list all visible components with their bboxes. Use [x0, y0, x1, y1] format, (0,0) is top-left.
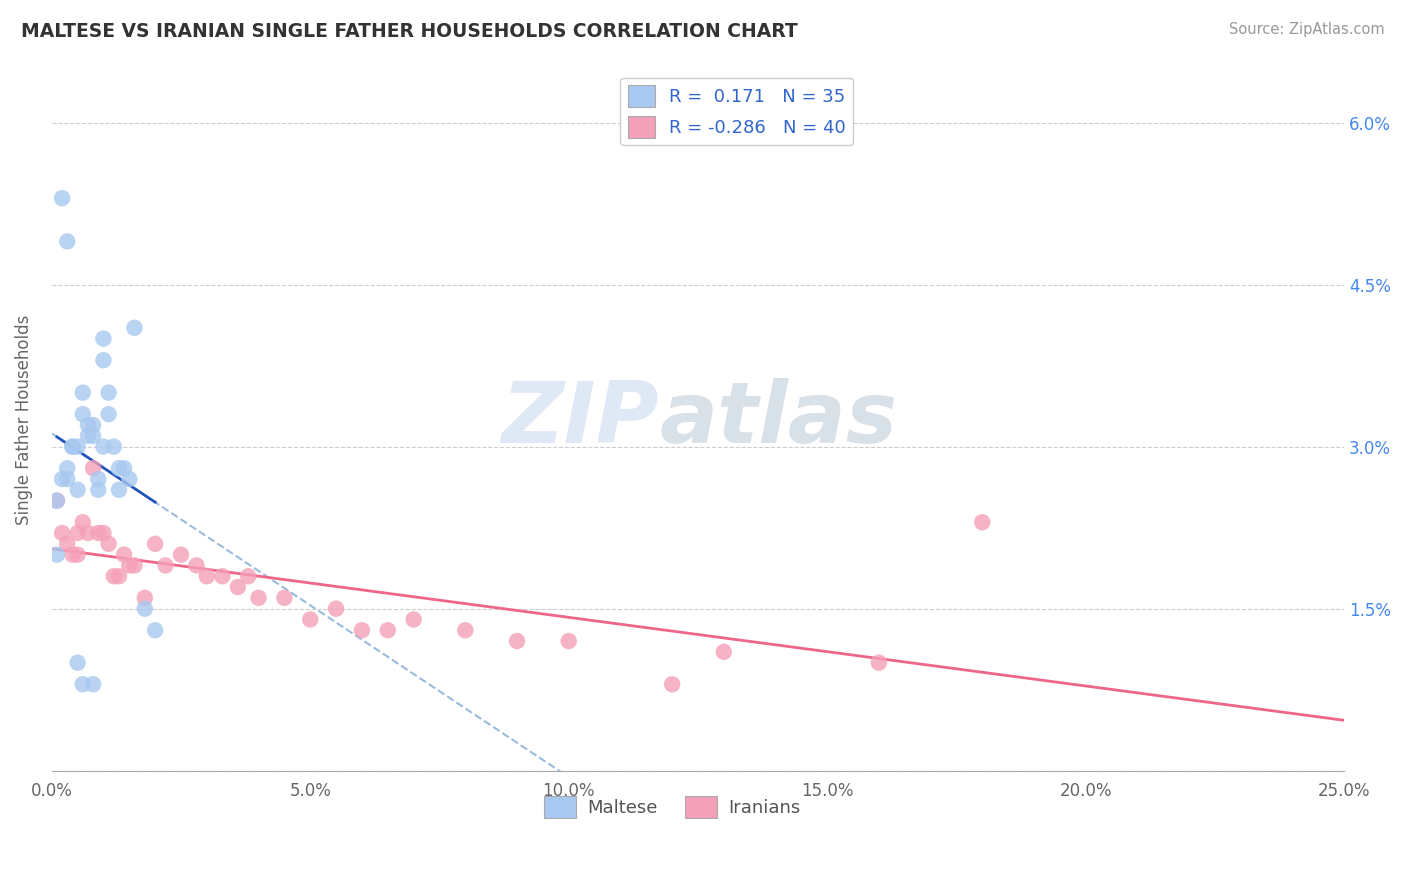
Point	[134, 601, 156, 615]
Point	[66, 548, 89, 562]
Point	[72, 385, 94, 400]
Point	[454, 624, 477, 638]
Point	[124, 320, 146, 334]
Point	[72, 677, 94, 691]
Text: atlas: atlas	[659, 378, 897, 461]
Point	[87, 526, 110, 541]
Point	[97, 407, 120, 421]
Point	[661, 677, 683, 691]
Point	[103, 569, 125, 583]
Point	[45, 493, 67, 508]
Point	[56, 461, 79, 475]
Point	[247, 591, 270, 605]
Point	[56, 235, 79, 249]
Point	[93, 332, 115, 346]
Point	[56, 472, 79, 486]
Point	[82, 429, 104, 443]
Point	[112, 461, 135, 475]
Point	[118, 472, 141, 486]
Point	[45, 493, 67, 508]
Point	[51, 472, 73, 486]
Point	[112, 548, 135, 562]
Point	[77, 526, 100, 541]
Point	[273, 591, 295, 605]
Point	[713, 645, 735, 659]
Point	[557, 634, 579, 648]
Point	[72, 515, 94, 529]
Point	[186, 558, 208, 573]
Text: Source: ZipAtlas.com: Source: ZipAtlas.com	[1229, 22, 1385, 37]
Point	[45, 548, 67, 562]
Point	[97, 385, 120, 400]
Point	[143, 537, 166, 551]
Point	[211, 569, 233, 583]
Point	[77, 429, 100, 443]
Point	[66, 526, 89, 541]
Point	[62, 440, 84, 454]
Point	[108, 569, 131, 583]
Point	[325, 601, 347, 615]
Point	[108, 483, 131, 497]
Point	[72, 407, 94, 421]
Point	[103, 440, 125, 454]
Point	[377, 624, 399, 638]
Point	[506, 634, 529, 648]
Point	[87, 483, 110, 497]
Point	[402, 612, 425, 626]
Point	[93, 440, 115, 454]
Point	[82, 461, 104, 475]
Point	[62, 440, 84, 454]
Point	[56, 537, 79, 551]
Point	[66, 483, 89, 497]
Point	[82, 677, 104, 691]
Point	[170, 548, 193, 562]
Point	[93, 353, 115, 368]
Point	[238, 569, 260, 583]
Point	[195, 569, 218, 583]
Text: MALTESE VS IRANIAN SINGLE FATHER HOUSEHOLDS CORRELATION CHART: MALTESE VS IRANIAN SINGLE FATHER HOUSEHO…	[21, 22, 797, 41]
Point	[972, 515, 994, 529]
Point	[143, 624, 166, 638]
Point	[97, 537, 120, 551]
Point	[868, 656, 890, 670]
Point	[108, 461, 131, 475]
Point	[51, 526, 73, 541]
Point	[118, 558, 141, 573]
Point	[51, 191, 73, 205]
Point	[62, 548, 84, 562]
Point	[299, 612, 322, 626]
Point	[155, 558, 177, 573]
Point	[66, 440, 89, 454]
Point	[226, 580, 249, 594]
Point	[134, 591, 156, 605]
Point	[93, 526, 115, 541]
Point	[124, 558, 146, 573]
Point	[87, 472, 110, 486]
Point	[66, 656, 89, 670]
Legend: Maltese, Iranians: Maltese, Iranians	[537, 789, 807, 825]
Text: ZIP: ZIP	[502, 378, 659, 461]
Point	[77, 417, 100, 432]
Point	[350, 624, 373, 638]
Y-axis label: Single Father Households: Single Father Households	[15, 314, 32, 524]
Point	[82, 417, 104, 432]
